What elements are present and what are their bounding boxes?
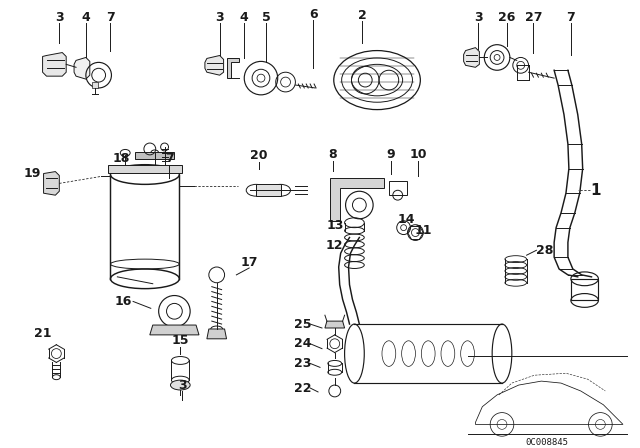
Polygon shape <box>44 172 60 195</box>
Text: 12: 12 <box>326 239 344 252</box>
Polygon shape <box>463 47 479 67</box>
Text: 25: 25 <box>294 318 311 331</box>
Text: 4: 4 <box>81 11 90 24</box>
Text: 17: 17 <box>241 255 258 269</box>
Ellipse shape <box>170 380 190 390</box>
Bar <box>571 279 598 301</box>
Polygon shape <box>205 56 223 75</box>
Text: 26: 26 <box>498 11 516 24</box>
Text: 20: 20 <box>250 149 268 162</box>
Bar <box>256 185 281 196</box>
Text: 1: 1 <box>590 183 601 198</box>
Text: 16: 16 <box>115 295 132 308</box>
Polygon shape <box>227 58 239 78</box>
Text: 5: 5 <box>262 11 270 24</box>
Text: 3: 3 <box>215 11 224 24</box>
Text: 7: 7 <box>106 11 115 24</box>
Text: 15: 15 <box>172 334 189 347</box>
Text: 27: 27 <box>525 11 542 24</box>
Polygon shape <box>330 178 384 221</box>
Text: 3: 3 <box>178 379 187 392</box>
Polygon shape <box>74 57 90 79</box>
Polygon shape <box>150 325 199 335</box>
Text: 14: 14 <box>398 213 415 226</box>
Polygon shape <box>108 165 182 172</box>
Text: 8: 8 <box>328 148 337 161</box>
Polygon shape <box>43 52 66 76</box>
Text: 28: 28 <box>536 244 553 257</box>
Text: 22: 22 <box>294 382 311 395</box>
Text: 24: 24 <box>294 337 311 350</box>
Text: 3: 3 <box>55 11 63 24</box>
Polygon shape <box>325 321 344 328</box>
Polygon shape <box>135 152 175 159</box>
Text: 2: 2 <box>358 9 367 22</box>
Text: 9: 9 <box>387 148 395 161</box>
Text: 10: 10 <box>410 148 427 161</box>
Text: 13: 13 <box>326 219 344 232</box>
Text: 4: 4 <box>240 11 248 24</box>
Text: 7: 7 <box>566 11 575 24</box>
Text: 3: 3 <box>474 11 483 24</box>
Text: 18: 18 <box>113 152 130 165</box>
Text: 19: 19 <box>24 167 42 180</box>
Text: 7: 7 <box>165 152 174 165</box>
Text: 0C008845: 0C008845 <box>525 438 569 447</box>
Polygon shape <box>92 82 98 88</box>
Text: 21: 21 <box>34 327 51 340</box>
Text: 6: 6 <box>309 8 317 21</box>
Bar <box>389 181 406 195</box>
Text: 11: 11 <box>415 224 432 237</box>
Polygon shape <box>207 329 227 339</box>
Text: 23: 23 <box>294 357 311 370</box>
